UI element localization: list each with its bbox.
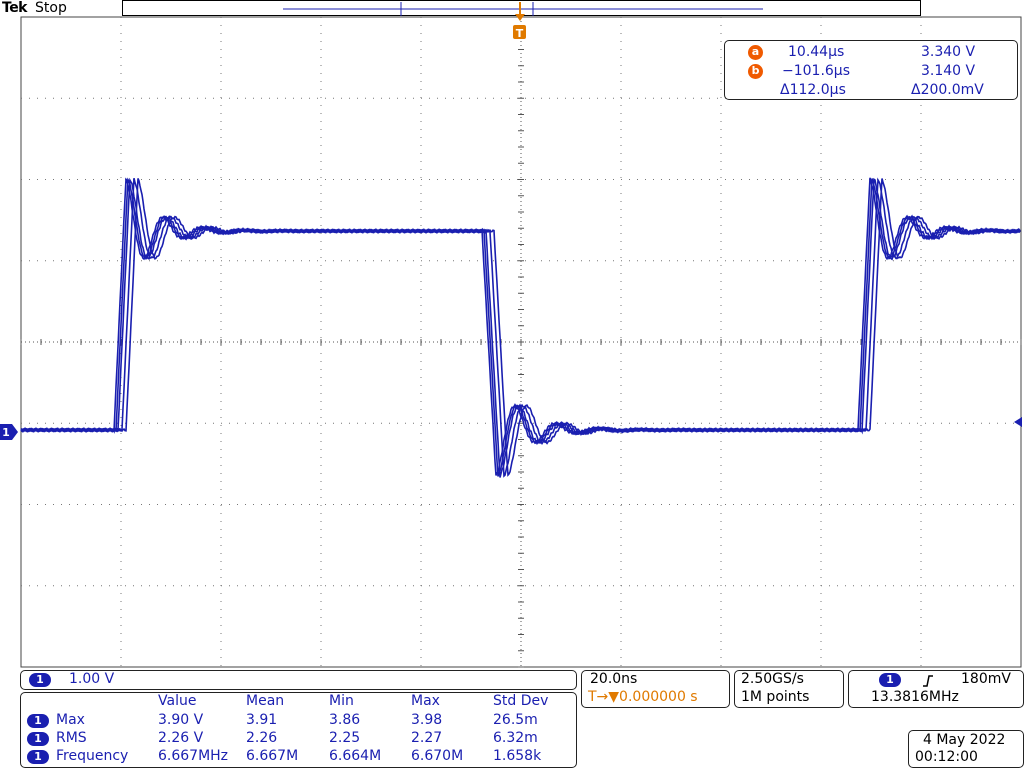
measure-value: 2.26 V bbox=[158, 730, 204, 746]
cursor-delta-volt: Δ200.0mV bbox=[911, 82, 984, 98]
measure-max: 2.27 bbox=[411, 730, 443, 746]
measure-value: 3.90 V bbox=[158, 712, 204, 728]
cursor-b-volt: 3.140 V bbox=[921, 63, 976, 79]
measure-col-stddev: Std Dev bbox=[493, 693, 549, 709]
measure-row-max[interactable]: 1 Max 3.90 V 3.91 3.86 3.98 26.5m bbox=[21, 712, 574, 730]
measure-col-value: Value bbox=[158, 693, 197, 709]
cursor-readout-panel: a 10.44µs 3.340 V b −101.6µs 3.140 V Δ11… bbox=[724, 40, 1018, 100]
measure-row-name: Frequency bbox=[56, 748, 129, 764]
trigger-source-badge: 1 bbox=[879, 673, 901, 687]
measure-col-min: Min bbox=[329, 693, 354, 709]
channel-1-scale: 1.00 V bbox=[69, 671, 115, 687]
measure-min: 2.25 bbox=[329, 730, 361, 746]
measure-row-frequency[interactable]: 1 Frequency 6.667MHz 6.667M 6.664M 6.670… bbox=[21, 748, 574, 766]
cursor-b-time: −101.6µs bbox=[782, 63, 851, 79]
cursor-a-badge: a bbox=[748, 45, 763, 60]
measure-stddev: 1.658k bbox=[493, 748, 542, 764]
datetime-panel: 4 May 2022 00:12:00 bbox=[908, 730, 1024, 768]
cursor-delta-time: Δ112.0µs bbox=[780, 82, 846, 98]
measure-max: 6.670M bbox=[411, 748, 464, 764]
measure-col-max: Max bbox=[411, 693, 440, 709]
record-view-indicator bbox=[283, 2, 763, 16]
measure-stddev: 6.32m bbox=[493, 730, 538, 746]
trigger-panel[interactable]: 1 180mV 13.3816MHz bbox=[848, 670, 1024, 708]
measure-row-channel-badge: 1 bbox=[27, 750, 49, 764]
svg-text:1: 1 bbox=[2, 426, 10, 439]
measure-row-channel-badge: 1 bbox=[27, 714, 49, 728]
brand-logo: Tek bbox=[2, 0, 28, 16]
measure-mean: 6.667M bbox=[246, 748, 299, 764]
trigger-frequency: 13.3816MHz bbox=[871, 689, 959, 705]
cursor-b-badge: b bbox=[748, 64, 763, 79]
waveform-channel-1 bbox=[20, 177, 1021, 478]
measure-mean: 2.26 bbox=[246, 730, 278, 746]
channel-1-scale-panel[interactable]: 1 1.00 V bbox=[20, 670, 577, 690]
measure-col-mean: Mean bbox=[246, 693, 285, 709]
measure-row-name: Max bbox=[56, 712, 85, 728]
cursor-a-time: 10.44µs bbox=[788, 44, 845, 60]
trigger-position-readout: T→▼0.000000 s bbox=[588, 689, 698, 705]
measure-min: 6.664M bbox=[329, 748, 382, 764]
measure-row-rms[interactable]: 1 RMS 2.26 V 2.26 2.25 2.27 6.32m bbox=[21, 730, 574, 748]
record-length: 1M points bbox=[741, 689, 810, 705]
measurements-panel[interactable]: Value Mean Min Max Std Dev 1 Max 3.90 V … bbox=[20, 692, 577, 768]
measure-value: 6.667MHz bbox=[158, 748, 229, 764]
acquisition-panel[interactable]: 2.50GS/s 1M points bbox=[734, 670, 844, 708]
date-label: 4 May 2022 bbox=[923, 732, 1006, 748]
measure-row-name: RMS bbox=[56, 730, 87, 746]
measure-row-channel-badge: 1 bbox=[27, 732, 49, 746]
trigger-marker-label: T bbox=[516, 27, 524, 40]
measure-max: 3.98 bbox=[411, 712, 443, 728]
rising-edge-icon bbox=[921, 673, 935, 692]
waveform-trace bbox=[20, 177, 1021, 477]
sample-rate: 2.50GS/s bbox=[741, 671, 804, 687]
timebase-scale: 20.0ns bbox=[590, 671, 638, 687]
channel-1-ground-marker[interactable]: 1 bbox=[0, 424, 18, 440]
measure-stddev: 26.5m bbox=[493, 712, 538, 728]
channel-1-badge: 1 bbox=[29, 673, 51, 687]
measure-min: 3.86 bbox=[329, 712, 361, 728]
time-label: 00:12:00 bbox=[915, 749, 978, 765]
trigger-level: 180mV bbox=[961, 671, 1011, 687]
measure-mean: 3.91 bbox=[246, 712, 278, 728]
timebase-panel[interactable]: 20.0ns T→▼0.000000 s bbox=[581, 670, 730, 708]
trigger-position-marker[interactable]: T bbox=[513, 2, 526, 40]
trigger-level-marker[interactable] bbox=[1014, 417, 1022, 427]
run-state-label[interactable]: Stop bbox=[35, 0, 67, 16]
graticule bbox=[20, 16, 1022, 668]
cursor-a-volt: 3.340 V bbox=[921, 44, 976, 60]
